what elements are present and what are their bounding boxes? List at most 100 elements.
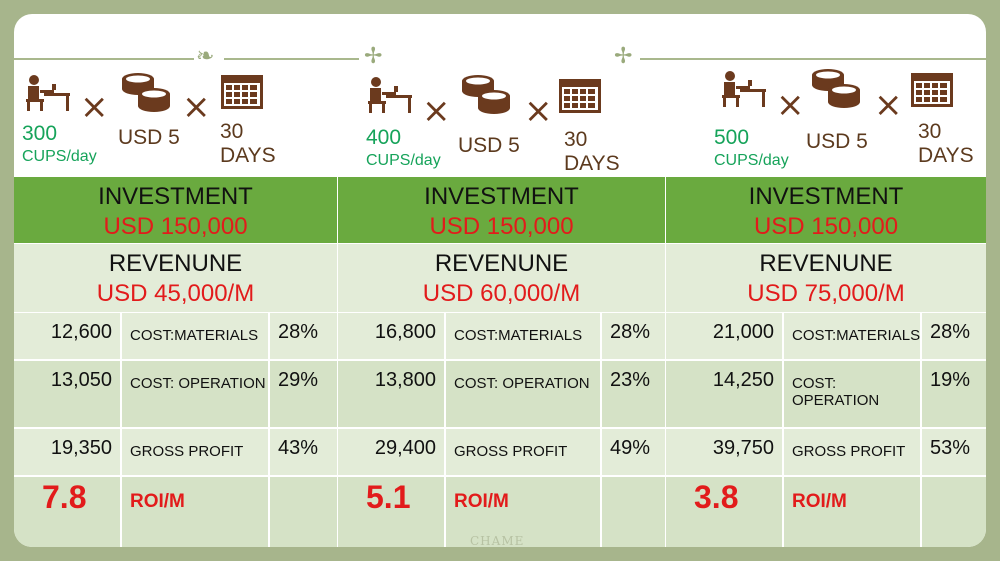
- cups-count: 400: [366, 126, 402, 149]
- amount-cell: 16,800: [338, 313, 446, 359]
- percent-cell: 49%: [602, 429, 666, 475]
- cost-materials-percent: 28%: [610, 321, 651, 343]
- empty-cell: [922, 477, 986, 547]
- percent-cell: 28%: [602, 313, 666, 359]
- days-unit: DAYS: [918, 144, 974, 167]
- gross-profit-amount: 29,400: [374, 437, 436, 459]
- table-row: 29,400 GROSS PROFIT 49%: [338, 429, 665, 477]
- label-cell: GROSS PROFIT: [122, 429, 270, 475]
- investment-cell-1: INVESTMENT USD 150,000: [14, 177, 338, 244]
- cost-operation-amount: 13,800: [374, 369, 436, 391]
- label-cell: COST: OPERATION: [446, 361, 602, 427]
- revenue-cell-3: REVENUNE USD 75,000/M: [666, 244, 986, 313]
- amount-cell: 21,000: [666, 313, 784, 359]
- days-count: 30: [564, 128, 588, 151]
- revenue-cell-2: REVENUNE USD 60,000/M: [338, 244, 666, 313]
- revenue-label: REVENUNE: [759, 250, 893, 277]
- times-icon: ×: [182, 87, 211, 127]
- cost-operation-percent: 19%: [930, 369, 971, 391]
- revenue-value: USD 60,000/M: [422, 280, 581, 307]
- calendar-icon: [911, 73, 953, 107]
- roi-label-cell: ROI/M: [784, 477, 922, 547]
- label-cell: COST: OPERATION: [784, 361, 922, 427]
- times-icon: ×: [80, 87, 109, 127]
- coins-icon: [812, 69, 860, 108]
- cost-materials-amount: 21,000: [712, 321, 774, 343]
- cups-unit: CUPS/day: [714, 152, 789, 169]
- percent-cell: 28%: [270, 313, 338, 359]
- calendar-icon: [559, 79, 601, 113]
- plan-header-2: × × 400 CUPS/day USD 5 30 DAYS: [338, 14, 666, 547]
- investment-label: INVESTMENT: [98, 183, 253, 210]
- investment-value: USD 150,000: [429, 213, 574, 240]
- table-row: 39,750 GROSS PROFIT 53%: [666, 429, 986, 477]
- times-icon: ×: [524, 91, 553, 131]
- ornament-left-icon: ❧: [196, 44, 215, 69]
- investment-cell-2: INVESTMENT USD 150,000: [338, 177, 666, 244]
- table-row: 5.1 ROI/M: [338, 477, 665, 547]
- revenue-label: REVENUNE: [108, 250, 243, 277]
- label-cell: COST: OPERATION: [122, 361, 270, 427]
- cups-count: 300: [22, 122, 58, 145]
- days-count: 30: [918, 120, 942, 143]
- cost-materials-percent: 28%: [930, 321, 971, 343]
- plans-table: INVESTMENT USD 150,000 INVESTMENT USD 15…: [14, 177, 986, 547]
- price-per-cup: USD 5: [458, 134, 520, 157]
- cost-operation-amount: 13,050: [50, 369, 112, 391]
- cost-operation-label: COST: OPERATION: [454, 375, 590, 392]
- gross-profit-label: GROSS PROFIT: [454, 443, 568, 460]
- gross-profit-amount: 39,750: [712, 437, 774, 459]
- plan-header-1: × × 300 CUPS/day USD 5 30 DAYS: [14, 14, 338, 547]
- gross-profit-percent: 43%: [278, 437, 319, 459]
- desk-person-icon: [368, 77, 412, 113]
- roi-label: ROI/M: [130, 491, 185, 512]
- gross-profit-amount: 19,350: [50, 437, 112, 459]
- revenue-cell-1: REVENUNE USD 45,000/M: [14, 244, 338, 313]
- roi-label-cell: ROI/M: [446, 477, 602, 547]
- amount-cell: 39,750: [666, 429, 784, 475]
- cost-materials-amount: 12,600: [50, 321, 112, 343]
- percent-cell: 29%: [270, 361, 338, 427]
- revenue-value: USD 75,000/M: [747, 280, 905, 307]
- ornament-line-left: [14, 58, 194, 60]
- desk-person-icon: [26, 75, 70, 111]
- breakdown-plan-3: 21,000 COST:MATERIALS 28% 14,250 COST: O…: [666, 313, 986, 547]
- roi-value-cell: 3.8: [666, 477, 784, 547]
- roi-value: 3.8: [694, 479, 739, 515]
- cost-operation-label: COST: OPERATION: [792, 375, 880, 409]
- times-icon: ×: [776, 85, 805, 125]
- cups-count: 500: [714, 126, 750, 149]
- pricing-card: ❧ ✢ ✢ × ×: [14, 14, 986, 547]
- amount-cell: 19,350: [14, 429, 122, 475]
- label-cell: GROSS PROFIT: [446, 429, 602, 475]
- roi-value: 7.8: [42, 479, 87, 515]
- roi-value-cell: 5.1: [338, 477, 446, 547]
- cost-materials-percent: 28%: [278, 321, 319, 343]
- table-row: 3.8 ROI/M: [666, 477, 986, 547]
- label-cell: GROSS PROFIT: [784, 429, 922, 475]
- amount-cell: 14,250: [666, 361, 784, 427]
- cups-unit: CUPS/day: [366, 152, 441, 169]
- ornament-center-left-icon: ✢: [364, 44, 383, 69]
- percent-cell: 23%: [602, 361, 666, 427]
- days-count: 30: [220, 120, 244, 143]
- revenue-label: REVENUNE: [434, 250, 569, 277]
- cost-operation-percent: 29%: [278, 369, 319, 391]
- table-row: 16,800 COST:MATERIALS 28%: [338, 313, 665, 361]
- roi-label: ROI/M: [454, 491, 509, 512]
- label-cell: COST:MATERIALS: [122, 313, 270, 359]
- roi-label-cell: ROI/M: [122, 477, 270, 547]
- ornament-line-right: [640, 58, 986, 60]
- cups-unit: CUPS/day: [22, 148, 97, 165]
- roi-value-cell: 7.8: [14, 477, 122, 547]
- cost-materials-label: COST:MATERIALS: [454, 327, 583, 344]
- cost-operation-amount: 14,250: [712, 369, 774, 391]
- gross-profit-label: GROSS PROFIT: [130, 443, 244, 460]
- price-per-cup: USD 5: [806, 130, 868, 153]
- investment-value: USD 150,000: [103, 213, 248, 240]
- ornament-line-middle: [224, 58, 359, 60]
- table-row: 13,050 COST: OPERATION 29%: [14, 361, 337, 429]
- percent-cell: 43%: [270, 429, 338, 475]
- investment-value: USD 150,000: [753, 213, 899, 240]
- investment-cell-3: INVESTMENT USD 150,000: [666, 177, 986, 244]
